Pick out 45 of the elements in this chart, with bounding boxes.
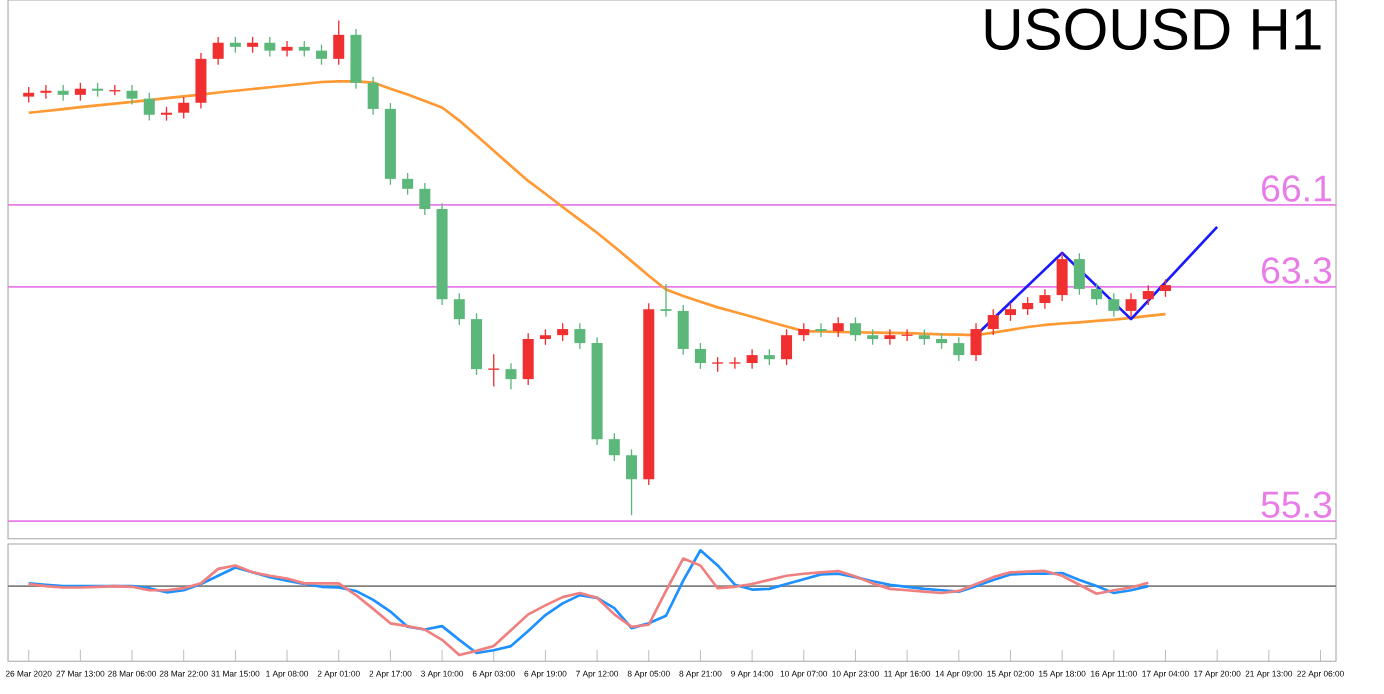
candlestick <box>143 92 155 122</box>
candlestick <box>402 172 414 196</box>
candlestick <box>728 356 742 370</box>
chart-title: USOUSD H1 <box>985 8 1321 51</box>
candlestick <box>574 322 586 350</box>
candlestick <box>970 322 982 362</box>
candlestick <box>264 36 276 58</box>
candlestick <box>953 336 965 362</box>
candlestick <box>333 20 345 66</box>
ref-line-label: 63.3 <box>1262 257 1332 285</box>
candlestick <box>195 52 207 110</box>
ref-line-label: 55.3 <box>1261 491 1332 519</box>
candlestick <box>57 84 69 102</box>
candlestick <box>212 36 224 66</box>
candlestick <box>815 322 827 338</box>
candlestick <box>832 317 844 338</box>
candlestick <box>453 293 465 326</box>
candlestick <box>987 308 999 336</box>
candlestick <box>660 283 672 318</box>
candlestick <box>849 317 861 343</box>
candlestick <box>281 40 293 58</box>
candlestick <box>677 304 689 356</box>
candlestick <box>1142 284 1154 307</box>
candlestick <box>694 342 706 370</box>
candlestick <box>126 84 138 106</box>
candlestick <box>1108 293 1120 318</box>
candlestick <box>1125 293 1137 318</box>
candlestick <box>522 332 534 386</box>
candlestick <box>1091 282 1103 307</box>
candlestick <box>487 353 500 388</box>
candlestick <box>1056 252 1068 302</box>
candlestick <box>419 182 431 216</box>
candlestick <box>626 449 638 517</box>
candlestick <box>608 432 620 463</box>
candlestick <box>1073 252 1085 296</box>
candlestick <box>781 329 793 367</box>
ref-line-label: 66.1 <box>1262 175 1331 203</box>
candlestick <box>746 348 758 370</box>
candlestick <box>367 76 379 116</box>
candlestick <box>40 84 52 100</box>
candlestick <box>505 362 517 391</box>
candlestick <box>316 44 328 66</box>
candlestick <box>178 96 190 120</box>
candlestick <box>884 329 896 346</box>
candlestick <box>1039 288 1051 310</box>
